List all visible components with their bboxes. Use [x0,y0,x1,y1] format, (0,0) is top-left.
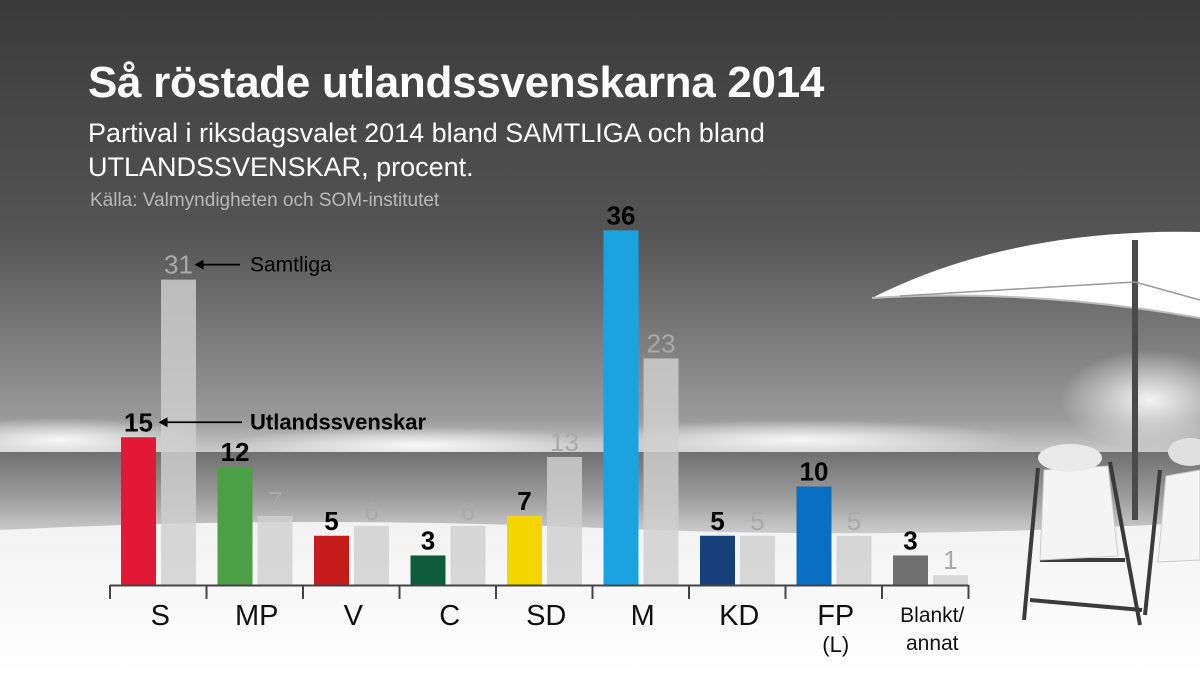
bar-samtliga-c [450,525,486,585]
value-label-samtliga: 5 [750,506,764,536]
bar-utlandssvenskar-v [314,535,349,585]
value-label-utlandssvenskar: 5 [710,506,724,536]
bar-samtliga-blankt [933,575,968,585]
value-label-utlandssvenskar: 3 [903,525,917,555]
category-sublabel: annat [906,632,959,655]
value-label-utlandssvenskar: 7 [517,486,531,516]
value-label-utlandssvenskar: 5 [324,506,338,536]
legend-label-samtliga: Samtliga [250,254,332,277]
value-label-utlandssvenskar: 3 [421,525,435,555]
value-label-utlandssvenskar: 12 [221,437,250,467]
bar-samtliga-sd [547,456,582,585]
bar-samtliga-m [643,358,679,585]
bar-samtliga-s [161,279,196,585]
category-label: Blankt/ [900,604,964,627]
bar-samtliga-v [354,525,389,585]
value-label-utlandssvenskar: 15 [124,407,153,437]
value-label-samtliga: 31 [164,250,193,280]
bar-samtliga-kd [740,535,775,585]
chart-title: Så röstade utlandssvenskarna 2014 [88,58,825,107]
category-label: M [631,600,655,632]
category-label: SD [526,600,566,632]
value-label-samtliga: 13 [550,427,579,457]
arrowhead-icon [194,259,204,270]
chart-source: Källa: Valmyndigheten och SOM-institutet [90,190,440,211]
category-label: FP [817,600,854,632]
category-label: KD [719,600,759,632]
value-label-samtliga: 23 [647,328,676,358]
bar-samtliga-fp [836,535,872,585]
bar-utlandssvenskar-m [603,230,639,585]
bar-utlandssvenskar-blankt [893,555,928,585]
value-label-utlandssvenskar: 36 [607,200,636,230]
bar-utlandssvenskar-s [121,437,156,585]
value-label-utlandssvenskar: 10 [800,457,829,487]
value-label-samtliga: 5 [847,506,861,536]
category-label: V [344,600,364,632]
category-sublabel: (L) [822,632,849,657]
bar-samtliga-mp [257,516,293,585]
value-label-samtliga: 6 [461,496,475,526]
category-label: C [439,600,460,632]
category-label: MP [235,600,279,632]
value-label-samtliga: 6 [364,496,378,526]
bar-utlandssvenskar-c [410,555,446,585]
legend-label-utlandssvenskar: Utlandssvenskar [250,409,427,434]
chart-subtitle: Partival i riksdagsvalet 2014 bland SAMT… [88,118,765,182]
bar-utlandssvenskar-sd [507,516,542,585]
value-label-samtliga: 7 [268,486,282,516]
arrowhead-icon [158,417,168,428]
bar-utlandssvenskar-fp [796,486,832,585]
bar-utlandssvenskar-mp [217,466,253,585]
value-label-samtliga: 1 [943,545,957,575]
bar-utlandssvenskar-kd [700,535,735,585]
category-label: S [151,600,170,632]
